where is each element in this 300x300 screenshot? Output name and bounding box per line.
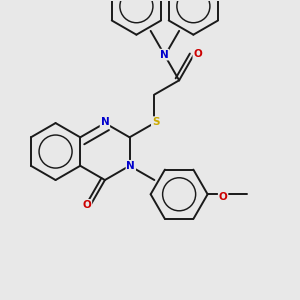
Text: S: S [152,117,159,127]
Text: N: N [100,117,109,127]
Text: O: O [219,192,227,202]
Text: O: O [193,49,202,59]
Text: O: O [82,200,91,210]
Text: N: N [126,161,135,171]
Text: N: N [160,50,168,60]
